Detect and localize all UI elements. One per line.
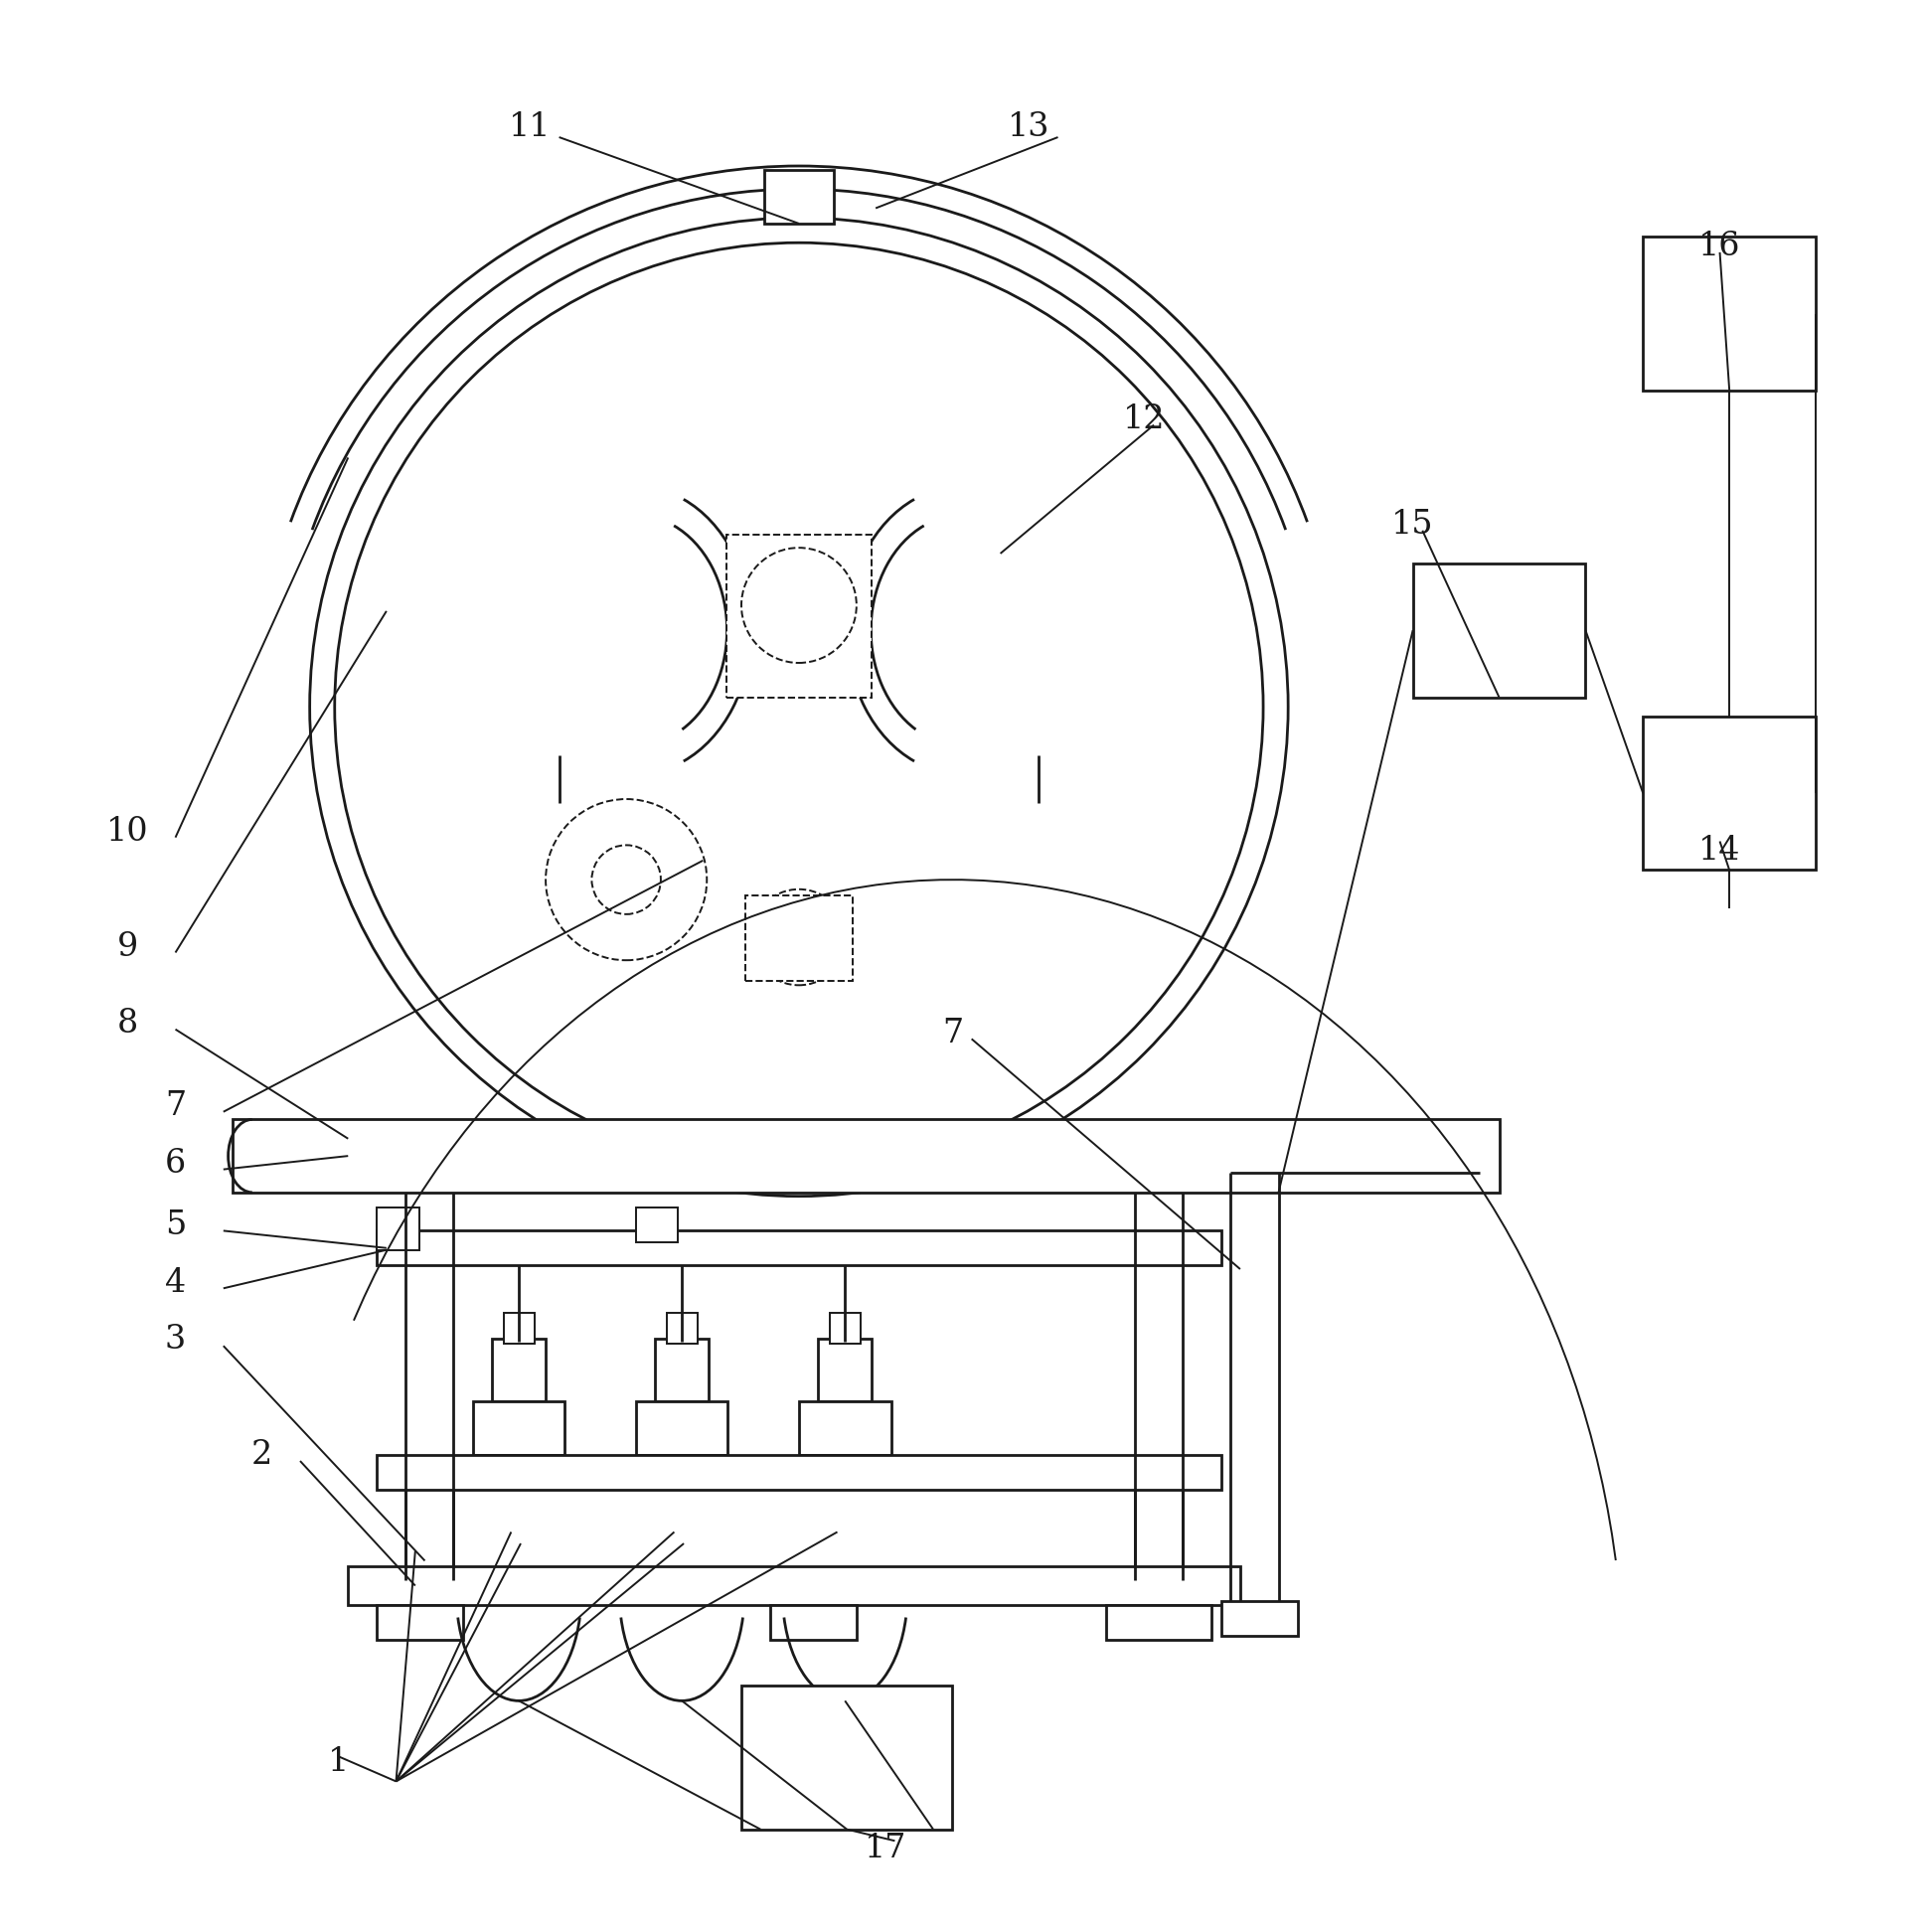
Text: 7: 7: [165, 1090, 187, 1122]
Bar: [1412, 562, 1585, 697]
Bar: [770, 1605, 856, 1640]
Bar: [377, 1605, 464, 1640]
Text: 16: 16: [1699, 230, 1741, 263]
Bar: [829, 1314, 860, 1345]
Bar: [666, 1314, 696, 1345]
Text: 7: 7: [943, 1018, 962, 1049]
Bar: [654, 1339, 708, 1401]
Circle shape: [546, 800, 706, 960]
Circle shape: [310, 218, 1289, 1196]
Text: 14: 14: [1699, 835, 1741, 867]
Text: 15: 15: [1391, 508, 1433, 541]
Text: 1: 1: [327, 1747, 348, 1777]
Bar: [1222, 1602, 1297, 1636]
Text: 4: 4: [165, 1267, 187, 1298]
Bar: [493, 1339, 546, 1401]
Text: 12: 12: [1124, 404, 1166, 435]
Bar: [725, 535, 872, 697]
Text: 2: 2: [252, 1439, 273, 1470]
Text: 3: 3: [165, 1323, 187, 1356]
Bar: [377, 1208, 419, 1250]
Bar: [745, 895, 852, 981]
Bar: [1643, 717, 1816, 869]
Circle shape: [593, 844, 660, 914]
Bar: [635, 1401, 727, 1455]
Text: 6: 6: [165, 1148, 187, 1180]
Text: 13: 13: [1008, 112, 1051, 143]
Bar: [473, 1401, 566, 1455]
Bar: [348, 1567, 1241, 1605]
Bar: [1106, 1605, 1212, 1640]
Bar: [377, 1455, 1222, 1490]
Circle shape: [741, 549, 856, 663]
Bar: [1643, 238, 1816, 390]
Bar: [635, 1208, 677, 1242]
Bar: [818, 1339, 872, 1401]
Text: 11: 11: [510, 112, 552, 143]
Text: 8: 8: [117, 1009, 139, 1039]
Circle shape: [750, 889, 847, 985]
Text: 17: 17: [864, 1833, 906, 1864]
Bar: [741, 1685, 952, 1830]
Bar: [504, 1314, 535, 1345]
Text: 9: 9: [117, 931, 139, 962]
Bar: [233, 1119, 1499, 1192]
Bar: [377, 1231, 1222, 1265]
Text: 10: 10: [106, 815, 148, 848]
Text: 5: 5: [165, 1209, 187, 1240]
Bar: [764, 170, 833, 224]
Circle shape: [335, 243, 1264, 1171]
Bar: [798, 1401, 891, 1455]
